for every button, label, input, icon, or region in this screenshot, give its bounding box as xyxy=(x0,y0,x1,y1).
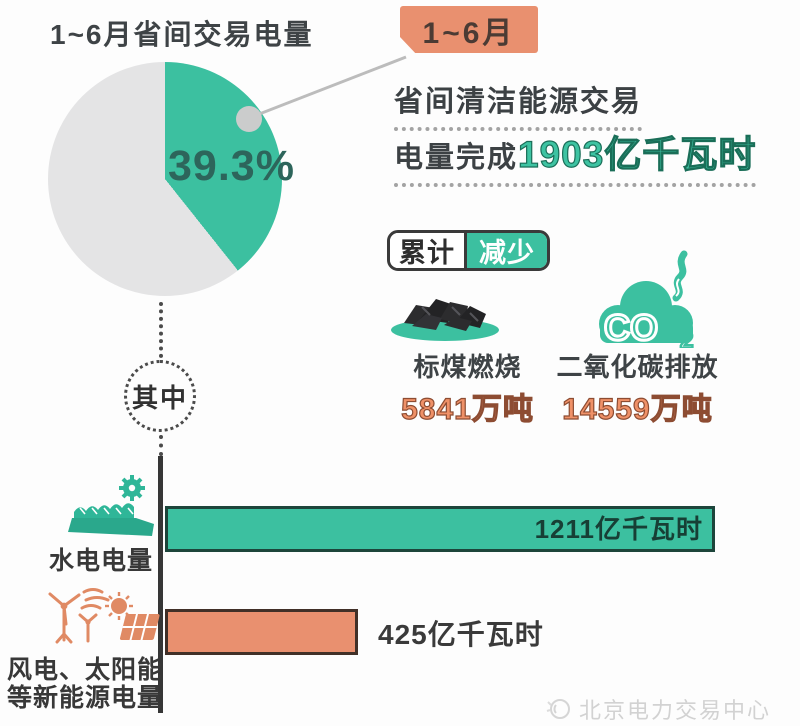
watermark-logo-icon xyxy=(546,699,570,719)
subset-circle: 其中 xyxy=(124,360,196,432)
tag-reduced: 减少 xyxy=(464,233,547,268)
desc-highlight-value: 1903亿千瓦时 xyxy=(517,133,757,175)
bar-hydro-category-label: 水电电量 xyxy=(48,547,153,575)
cumulative-reduction-tag: 累计 减少 xyxy=(387,230,550,271)
bar-wind-solar xyxy=(165,609,358,655)
page-title: 1~6月省间交易电量 xyxy=(50,19,314,50)
bar-hydro-value-label: 1211亿千瓦时 xyxy=(534,514,703,544)
bar-hydro: 1211亿千瓦时 xyxy=(165,506,715,552)
watermark: 北京电力交易中心 xyxy=(546,693,771,725)
coal-icon xyxy=(391,299,499,341)
pie-chart xyxy=(48,62,282,296)
bar-chart-axis xyxy=(158,456,163,713)
co2-icon: CO 2 xyxy=(599,250,695,348)
tag-cumulative: 累计 xyxy=(390,233,464,268)
dotted-connector-top xyxy=(159,302,163,358)
clean-energy-desc-line2: 电量完成1903亿千瓦时 xyxy=(394,124,757,187)
co2-label: 二氧化碳排放 xyxy=(556,352,719,382)
period-badge: 1~6月 xyxy=(400,6,538,53)
wind-solar-icon xyxy=(48,588,160,644)
coal-label: 标煤燃烧 xyxy=(413,352,522,382)
bar-wind-solar-value-label: 425亿千瓦时 xyxy=(378,619,544,650)
dotted-connector-bottom xyxy=(159,435,163,456)
pie-percentage-label: 39.3% xyxy=(168,142,295,190)
coal-value: 5841万吨 xyxy=(401,392,534,426)
svg-text:CO: CO xyxy=(604,307,658,348)
bar-wind-category-label-line2: 等新能源电量 xyxy=(6,684,163,712)
desc-prefix: 电量完成 xyxy=(394,142,519,174)
bar-wind-category-label-line1: 风电、太阳能 xyxy=(6,656,163,684)
hydro-power-icon xyxy=(68,475,154,536)
svg-text:2: 2 xyxy=(680,327,693,348)
watermark-text: 北京电力交易中心 xyxy=(579,698,772,723)
co2-value: 14559万吨 xyxy=(562,392,713,426)
clean-energy-desc-line1: 省间清洁能源交易 xyxy=(394,78,643,131)
